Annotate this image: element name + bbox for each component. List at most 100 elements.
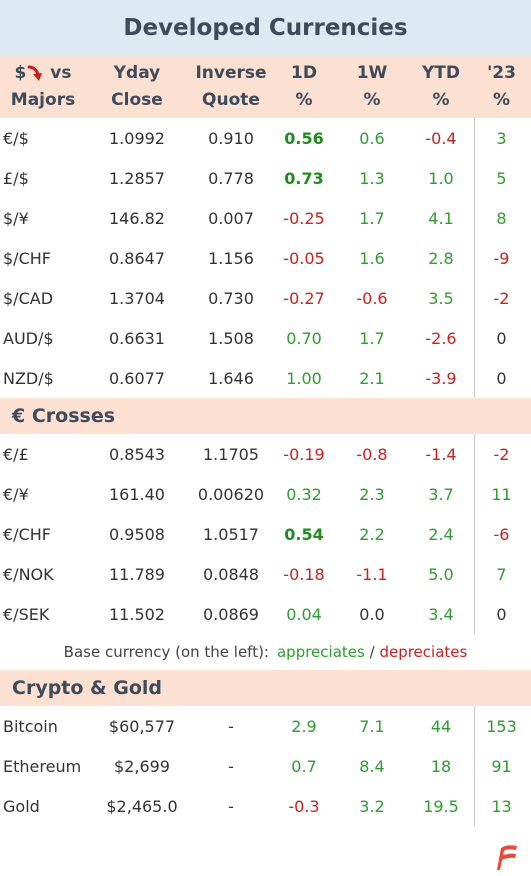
majors-table: €/$ 1.0992 0.910 0.56 0.6 -0.4 3 £/$ 1.2857 0.778… [0,118,531,398]
header-2023: '23% [487,63,516,110]
header-ytd: YTD% [421,63,461,110]
yday-close: $60,577 [108,716,176,736]
crosses-table: €/£ 0.8543 1.1705 -0.19 -0.8 -1.4 -2 €/¥ 161.40 0… [0,434,531,634]
change-2023: 7 [496,564,507,584]
legend-appreciates: appreciates [276,643,365,661]
yday-close: 0.6631 [109,328,165,348]
change-1w: 1.6 [359,248,385,268]
change-2023: 0 [496,368,507,388]
row-label: £/$ [3,168,29,188]
change-2023: 8 [496,208,507,228]
table-row: €/CHF 0.9508 1.0517 0.54 2.2 2.4 -6 [0,514,531,554]
change-2023: 5 [496,168,507,188]
inverse-quote: 1.156 [208,248,254,268]
yday-close: 0.8543 [109,444,165,464]
yday-close: 0.9508 [109,524,165,544]
change-ytd: -2.6 [425,328,457,348]
change-1w: -1.1 [356,564,388,584]
change-1d: -0.18 [283,564,325,584]
table-row: €/$ 1.0992 0.910 0.56 0.6 -0.4 3 [0,118,531,158]
yday-close: 1.2857 [109,168,165,188]
change-ytd: -0.4 [425,128,457,148]
change-2023: -2 [493,444,510,464]
table-row: €/£ 0.8543 1.1705 -0.19 -0.8 -1.4 -2 [0,434,531,474]
row-label: Ethereum [3,756,82,776]
inverse-quote: 0.0869 [203,604,259,624]
row-label: $/¥ [3,208,29,228]
table-row: $/¥ 146.82 0.007 -0.25 1.7 4.1 8 [0,198,531,238]
table-row: AUD/$ 0.6631 1.508 0.70 1.7 -2.6 0 [0,318,531,358]
change-1w: 2.3 [359,484,385,504]
crypto-section-title: Crypto & Gold [0,670,531,706]
table-row: NZD/$ 0.6077 1.646 1.00 2.1 -3.9 0 [0,358,531,398]
change-ytd: 3.5 [428,288,454,308]
yday-close: 0.8647 [109,248,165,268]
change-1d: 2.9 [291,716,317,736]
change-ytd: 2.4 [428,524,454,544]
change-2023: 3 [496,128,507,148]
header-inverse-quote: Inverse Quote [195,63,267,110]
color-legend: Base currency (on the left): appreciates… [0,634,531,670]
row-label: NZD/$ [3,368,54,388]
table-row: $/CAD 1.3704 0.730 -0.27 -0.6 3.5 -2 [0,278,531,318]
yday-close: 11.502 [109,604,165,624]
change-1w: 2.1 [359,368,385,388]
change-1w: 8.4 [359,756,385,776]
yday-close: $2,699 [114,756,170,776]
change-ytd: 3.7 [428,484,454,504]
footer [0,826,531,876]
yday-close: 11.789 [109,564,165,584]
legend-depreciates: depreciates [379,643,468,661]
change-1w: 1.7 [359,208,385,228]
crypto-table: Bitcoin $60,577 - 2.9 7.1 44 153 Ethereum $2,699… [0,706,531,826]
row-label: €/SEK [3,604,50,624]
column-header-row: $ vs Majors Yday Close Inverse Quote 1D% 1… [0,56,531,118]
row-label: €/£ [3,444,29,464]
row-label: €/CHF [3,524,51,544]
change-1w: 0.6 [359,128,385,148]
row-label: Bitcoin [3,716,58,736]
crosses-section-title: € Crosses [0,398,531,434]
inverse-quote: 1.508 [208,328,254,348]
table-row: Ethereum $2,699 - 0.7 8.4 18 91 [0,746,531,786]
change-1w: -0.6 [356,288,388,308]
yday-close: 161.40 [109,484,165,504]
change-ytd: 3.4 [428,604,454,624]
inverse-quote: 1.646 [208,368,254,388]
table-row: Gold $2,465.0 - -0.3 3.2 19.5 13 [0,786,531,826]
inverse-quote: 0.007 [208,208,254,228]
table-row: $/CHF 0.8647 1.156 -0.05 1.6 2.8 -9 [0,238,531,278]
change-1d: 0.73 [284,168,324,188]
table-row: €/NOK 11.789 0.0848 -0.18 -1.1 5.0 7 [0,554,531,594]
change-ytd: 1.0 [428,168,454,188]
change-2023: 0 [496,328,507,348]
inverse-quote: 1.0517 [203,524,259,544]
header-1w: 1W% [356,63,388,110]
change-2023: -2 [493,288,510,308]
change-1w: 1.3 [359,168,385,188]
change-1d: -0.3 [288,796,320,816]
yday-close: $2,465.0 [106,796,178,816]
yday-close: 1.3704 [109,288,165,308]
change-1d: 0.70 [286,328,322,348]
row-label: €/$ [3,128,29,148]
row-label: €/NOK [3,564,54,584]
table-row: €/SEK 11.502 0.0869 0.04 0.0 3.4 0 [0,594,531,634]
change-ytd: 44 [430,716,452,736]
inverse-quote: - [228,756,234,776]
yday-close: 0.6077 [109,368,165,388]
change-1d: -0.05 [283,248,325,268]
change-1d: 1.00 [286,368,322,388]
change-ytd: -3.9 [425,368,457,388]
change-2023: 153 [486,716,517,736]
inverse-quote: 0.00620 [197,484,265,504]
change-1w: 3.2 [359,796,385,816]
row-label: €/¥ [3,484,29,504]
column-divider [474,706,475,826]
change-2023: 11 [491,484,512,504]
header-yday-close: Yday Close [111,63,163,110]
change-1w: 0.0 [359,604,385,624]
change-2023: 91 [491,756,512,776]
yday-close: 146.82 [109,208,165,228]
yday-close: 1.0992 [109,128,165,148]
